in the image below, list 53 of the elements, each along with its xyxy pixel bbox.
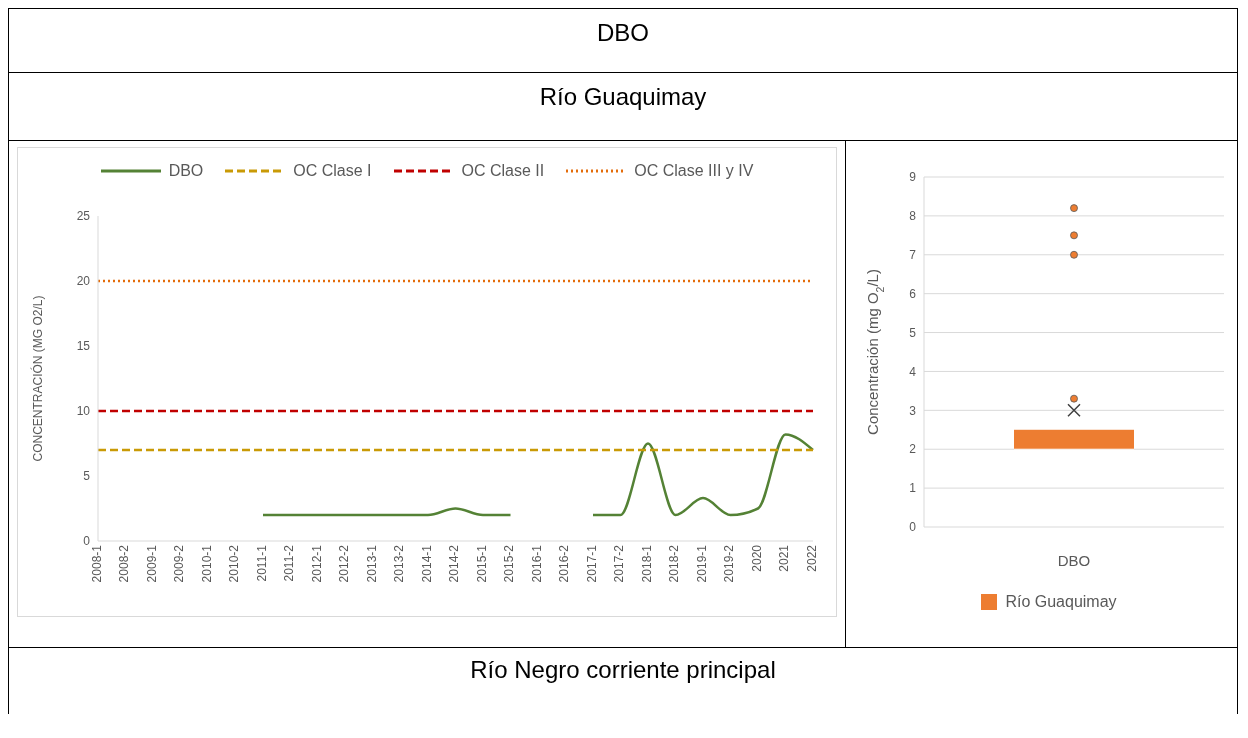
y-tick-label: 10: [76, 404, 91, 419]
y-tick-label: 9: [909, 170, 917, 185]
text: Río Negro corriente principal: [469, 655, 777, 685]
y-tick-label: 4: [909, 364, 917, 379]
x-tick-label: 2017-1: [584, 544, 599, 583]
x-tick-label: DBO: [1057, 551, 1091, 569]
x-tick-label: 2018-1: [639, 544, 654, 583]
x-tick-label: 2014-1: [419, 544, 434, 583]
y-axis-title: CONCENTRACIÓN (MG O2/L): [30, 295, 45, 462]
x-tick-label: 2019-1: [694, 544, 709, 583]
y-tick-label: 8: [909, 209, 917, 224]
legend-label: Río Guaquimay: [1004, 593, 1117, 611]
x-tick-label: 2012-2: [337, 544, 352, 583]
x-tick-label: 2009-2: [172, 544, 187, 583]
y-tick-label: 15: [76, 339, 91, 354]
chart-subtitle: Río Guaquimay: [9, 73, 1237, 141]
y-tick-label: 2: [909, 442, 917, 457]
legend-label: DBO: [167, 162, 204, 180]
x-tick-label: 2010-1: [199, 544, 214, 583]
x-tick-label: 2012-1: [309, 544, 324, 583]
y-tick-label: 0: [909, 520, 917, 535]
x-tick-label: 2013-1: [364, 544, 379, 583]
x-tick-label: 2009-1: [144, 544, 159, 583]
x-tick-label: 2008-1: [89, 544, 104, 583]
y-tick-label: 20: [76, 274, 91, 289]
x-tick-label: 2015-2: [502, 544, 517, 583]
y-tick-label: 7: [909, 248, 917, 263]
y-tick-label: 3: [909, 403, 917, 418]
x-tick-label: 2022: [804, 544, 819, 572]
x-tick-label: 2010-2: [227, 544, 242, 583]
y-tick-label: 5: [83, 469, 91, 484]
x-tick-label: 2019-2: [722, 544, 737, 583]
y-tick-label: 5: [909, 325, 917, 340]
chart-title: DBO: [9, 9, 1237, 73]
x-tick-label: 2015-1: [474, 544, 489, 583]
x-tick-label: 2013-2: [392, 544, 407, 583]
x-tick-label: 2017-2: [612, 544, 627, 583]
x-tick-label: 2014-2: [447, 544, 462, 583]
x-tick-label: 2018-2: [667, 544, 682, 583]
x-tick-label: 2011-2: [282, 544, 297, 582]
y-tick-label: 25: [76, 209, 91, 224]
x-tick-label: 2016-2: [557, 544, 572, 583]
legend-label: OC Clase III y IV: [633, 162, 754, 180]
x-tick-label: 2008-2: [117, 544, 132, 583]
legend-label: OC Clase I: [292, 162, 372, 180]
x-tick-label: 2011-1: [254, 544, 269, 582]
legend-label: OC Clase II: [460, 162, 545, 180]
y-tick-label: 6: [909, 286, 917, 301]
x-tick-label: 2020: [749, 544, 764, 572]
x-tick-label: 2016-1: [529, 544, 544, 583]
x-tick-label: 2021: [777, 544, 792, 572]
y-tick-label: 0: [83, 534, 91, 549]
y-tick-label: 1: [909, 481, 917, 496]
